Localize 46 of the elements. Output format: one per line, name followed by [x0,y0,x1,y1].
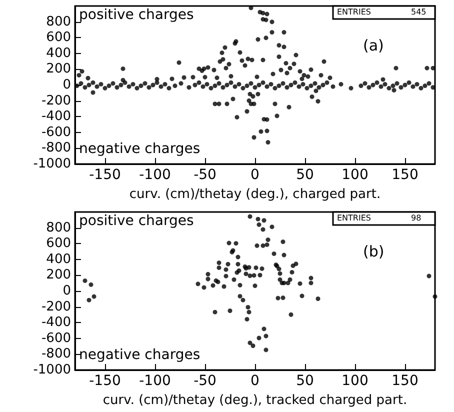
x-tick-label: -150 [89,373,121,389]
annotation: positive charges [79,213,194,229]
y-tick-label: 200 [46,268,71,283]
x-tick-label: -150 [89,167,121,183]
y-tick-label: 600 [46,236,71,252]
annotation: negative charges [79,141,200,157]
y-tick-label: -1000 [33,362,71,378]
y-tick-label: 600 [46,30,71,46]
y-tick-label: -400 [41,109,71,124]
x-tick-label: 100 [342,373,368,389]
x-tick-label: 100 [342,167,368,183]
y-tick-label: -200 [41,299,71,314]
annotation: (b) [363,242,384,260]
x-axis-title: curv. (cm)/thetay (deg.), tracked charged part. [102,393,408,408]
y-tick-label: -800 [41,346,71,362]
x-tick-label: -100 [139,373,171,389]
x-tick-label: 0 [250,373,260,389]
y-tick-label: 0 [62,78,71,92]
x-tick-label: 0 [250,167,260,183]
x-tick-label: -50 [194,373,216,389]
y-tick-label: 400 [46,252,71,267]
y-tick-label: -600 [41,330,71,346]
y-tick-label: -1000 [33,156,71,172]
y-tick-label: -400 [41,315,71,330]
annotation: ENTRIES [337,214,371,222]
y-tick-label: -800 [41,140,71,156]
x-tick-label: -50 [194,167,216,183]
annotation: (a) [363,36,384,54]
annotation: ENTRIES [337,8,371,16]
annotation: negative charges [79,347,200,363]
x-tick-label: 150 [392,167,418,183]
y-tick-label: 800 [46,14,71,30]
y-tick-label: 200 [46,62,71,77]
x-tick-label: 150 [392,373,418,389]
y-tick-label: -600 [41,124,71,140]
x-axis-title: curv. (cm)/thetay (deg.), charged part. [129,187,381,202]
annotation: 545 [411,8,426,16]
y-tick-label: 0 [62,284,71,298]
x-tick-label: -100 [139,167,171,183]
x-tick-label: 50 [296,373,314,389]
x-tick-label: 50 [296,167,314,183]
annotation: 98 [411,214,422,222]
y-tick-label: 400 [46,46,71,61]
y-tick-label: -200 [41,93,71,108]
y-tick-label: 800 [46,220,71,236]
annotation: positive charges [79,7,194,23]
